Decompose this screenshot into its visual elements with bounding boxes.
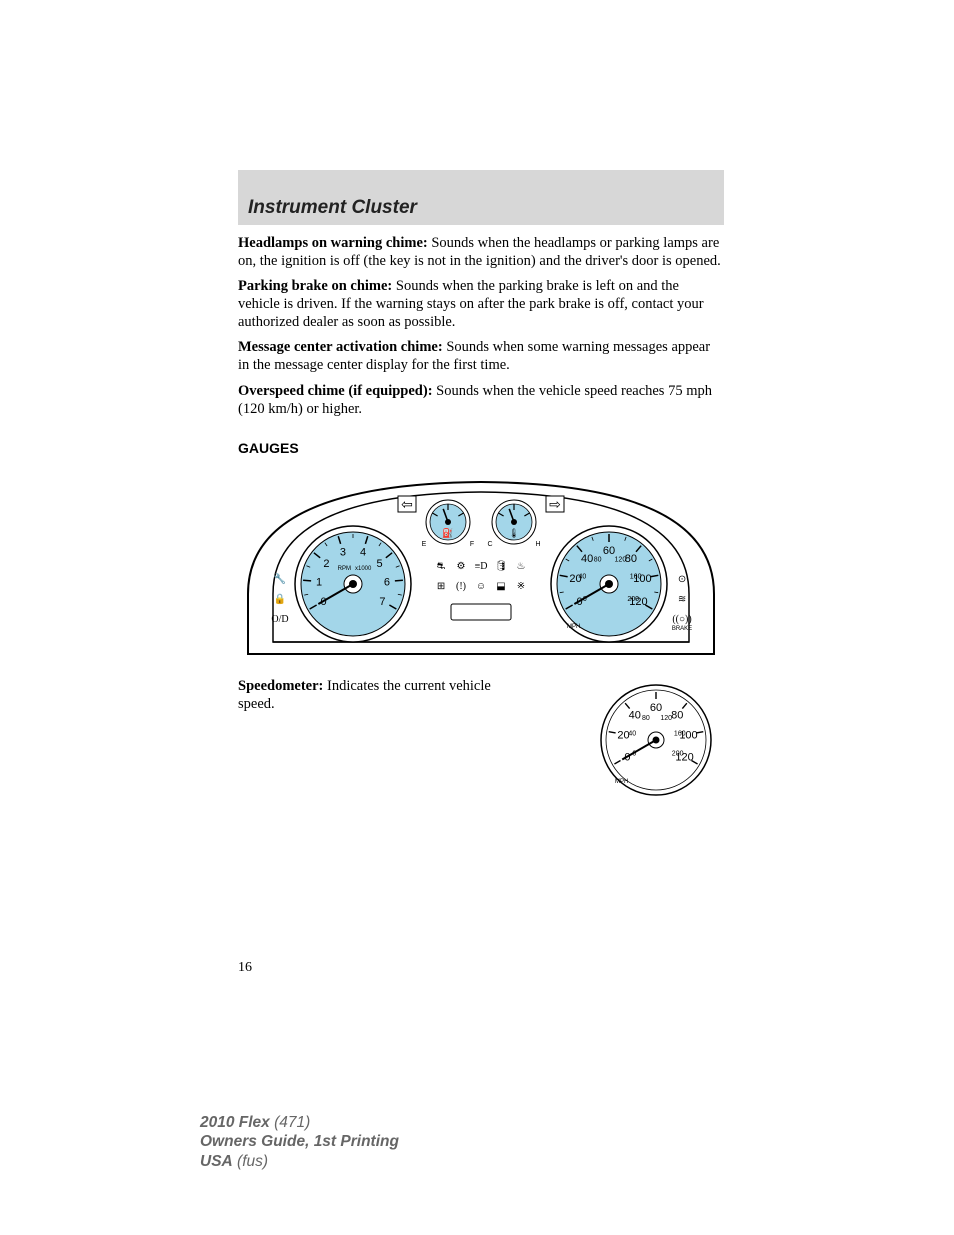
svg-text:0: 0: [583, 596, 587, 603]
seatbelt-icon: ⛐: [437, 561, 446, 572]
side-icons-left: 🔧 🔒 O/D: [271, 572, 288, 625]
footer-region: USA: [200, 1153, 233, 1170]
oil-icon: 🛢: [495, 560, 508, 572]
svg-text:80: 80: [642, 715, 650, 722]
svg-text:40: 40: [629, 710, 641, 722]
para-parking: Parking brake on chime: Sounds when the …: [238, 278, 724, 331]
security-icon: 🔒: [274, 593, 286, 605]
svg-text:200: 200: [627, 596, 639, 603]
traction-icon: ※: [517, 581, 525, 592]
fog-icon: ≋: [678, 594, 686, 605]
section-gauges: GAUGES: [238, 440, 724, 456]
airbag-icon: ☺: [476, 581, 486, 592]
door-ajar-icon: ⬓: [496, 581, 505, 592]
lead-overspeed: Overspeed chime (if equipped):: [238, 383, 433, 399]
overdrive-icon: O/D: [271, 614, 288, 625]
svg-text:160: 160: [674, 730, 686, 737]
svg-text:80: 80: [594, 557, 602, 564]
para-headlamps: Headlamps on warning chime: Sounds when …: [238, 235, 724, 270]
para-message: Message center activation chime: Sounds …: [238, 339, 724, 374]
svg-text:2: 2: [323, 558, 329, 570]
svg-text:7: 7: [379, 596, 385, 608]
svg-text:6: 6: [384, 577, 390, 589]
footer-model: 2010 Flex: [200, 1114, 270, 1131]
svg-text:x1000: x1000: [355, 566, 372, 572]
svg-text:4: 4: [360, 547, 366, 559]
svg-text:F: F: [470, 541, 474, 548]
svg-text:60: 60: [650, 702, 662, 714]
svg-text:60: 60: [603, 545, 615, 557]
svg-text:200: 200: [672, 751, 684, 758]
instrument-cluster-diagram: ⇦ ⇨ EF⛽ CH🌡 01234567RPMx1000 02040608010…: [238, 464, 724, 664]
cruise-icon: ⊙: [678, 574, 686, 585]
svg-text:80: 80: [625, 553, 637, 565]
footer-guide: Owners Guide, 1st Printing: [200, 1133, 399, 1150]
svg-text:1: 1: [316, 577, 322, 589]
page-number: 16: [238, 960, 252, 976]
svg-text:80: 80: [671, 710, 683, 722]
header-title: Instrument Cluster: [248, 197, 417, 219]
svg-text:5: 5: [377, 558, 383, 570]
footer-code: (471): [270, 1114, 311, 1131]
svg-text:120: 120: [660, 715, 672, 722]
svg-text:40: 40: [628, 730, 636, 737]
svg-text:3: 3: [340, 547, 346, 559]
lead-message: Message center activation chime:: [238, 339, 443, 355]
svg-text:C: C: [487, 541, 492, 548]
battery-icon: ⊞: [437, 581, 445, 592]
odometer-display: [451, 604, 511, 620]
svg-text:H: H: [535, 541, 540, 548]
footer-fus: (fus): [233, 1153, 268, 1170]
svg-text:120: 120: [615, 557, 627, 564]
speedometer: 020406080100120MPH04080120160200: [551, 526, 667, 642]
svg-text:🌡: 🌡: [508, 528, 519, 538]
svg-text:160: 160: [630, 574, 642, 581]
svg-text:⛽: ⛽: [442, 527, 453, 538]
svg-text:40: 40: [578, 574, 586, 581]
lead-speedo: Speedometer:: [238, 678, 323, 694]
svg-text:E: E: [422, 541, 427, 548]
lead-parking: Parking brake on chime:: [238, 278, 392, 294]
footer: 2010 Flex (471) Owners Guide, 1st Printi…: [200, 1113, 399, 1171]
svg-text:40: 40: [581, 553, 593, 565]
para-overspeed: Overspeed chime (if equipped): Sounds wh…: [238, 383, 724, 418]
abs-icon: ((○)): [672, 614, 691, 625]
left-turn-icon: ⇦: [401, 498, 413, 513]
speedometer-description: Speedometer: Indicates the current vehic…: [238, 678, 518, 713]
tachometer: 01234567RPMx1000: [295, 526, 411, 642]
right-turn-icon: ⇨: [549, 498, 561, 513]
wrench-icon: 🔧: [274, 572, 286, 585]
check-engine-icon: ⚙: [457, 561, 466, 572]
speedometer-standalone-diagram: 02040608010012004080120160200MPH: [594, 678, 724, 808]
svg-text:RPM: RPM: [338, 566, 351, 572]
headlamp-icon: ≡D: [475, 561, 488, 572]
coolant-icon: ♨: [517, 561, 526, 572]
svg-text:MPH: MPH: [567, 624, 580, 630]
brake-icon: (!): [456, 581, 466, 592]
svg-text:BRAKE: BRAKE: [672, 626, 692, 632]
header-band: Instrument Cluster: [238, 170, 724, 225]
svg-text:MPH: MPH: [615, 779, 628, 785]
lead-headlamps: Headlamps on warning chime:: [238, 235, 428, 251]
